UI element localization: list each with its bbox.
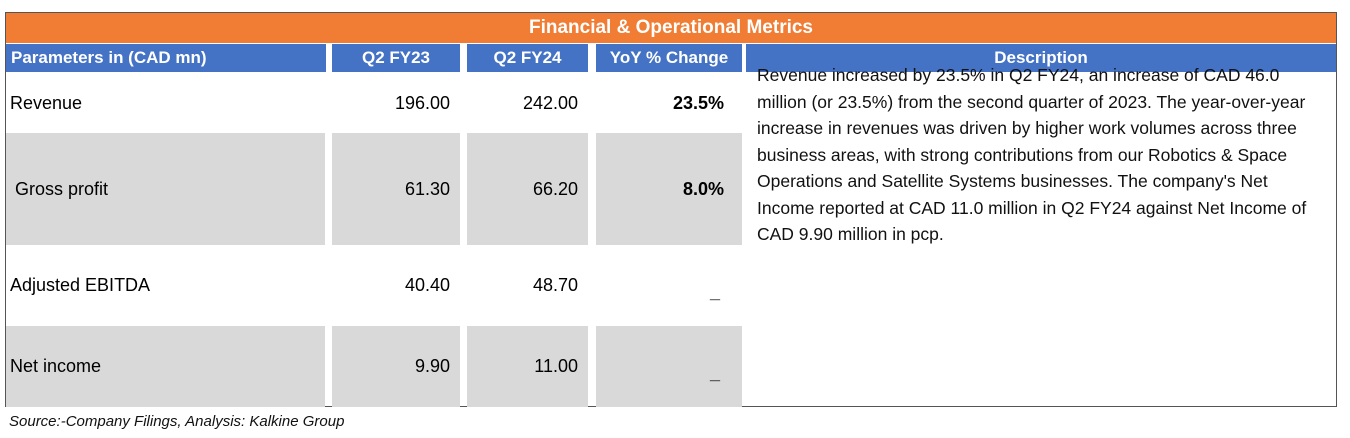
row-gross-profit-yoy: 8.0% (596, 133, 742, 245)
row-revenue-label: Revenue (10, 92, 83, 113)
header-description: Description (746, 44, 1336, 72)
row-revenue-yoy: 23.5% (672, 92, 724, 113)
row-gross-profit-label: Gross profit (6, 133, 325, 245)
table-title: Financial & Operational Metrics (6, 13, 1336, 43)
row-net-income-yoy: _ (596, 326, 742, 407)
header-q2fy23: Q2 FY23 (332, 44, 460, 72)
row-net-income-q2fy24: 11.00 (467, 326, 588, 407)
row-net-income-label: Net income (6, 326, 325, 407)
header-parameters: Parameters in (CAD mn) (6, 44, 326, 72)
row-adjusted-ebitda-label: Adjusted EBITDA (10, 275, 151, 295)
row-revenue-q2fy24: 242.00 (522, 92, 578, 113)
row-gross-profit-q2fy23: 61.30 (332, 133, 460, 245)
row-net-income-q2fy23: 9.90 (332, 326, 460, 407)
description-text: Revenue increased by 23.5% in Q2 FY24, a… (757, 65, 1307, 244)
header-q2fy24: Q2 FY24 (467, 44, 588, 72)
metrics-table: Financial & Operational Metrics Paramete… (5, 12, 1337, 407)
row-adjusted-ebitda-q2fy24: 48.70 (532, 275, 578, 295)
row-gross-profit-q2fy24: 66.20 (467, 133, 588, 245)
row-adjusted-ebitda-yoy: _ (709, 282, 720, 302)
row-revenue-q2fy23: 196.00 (394, 92, 450, 113)
row-adjusted-ebitda-q2fy23: 40.40 (404, 275, 450, 295)
header-yoy-change: YoY % Change (596, 44, 742, 72)
source-note: Source:-Company Filings, Analysis: Kalki… (9, 413, 345, 430)
